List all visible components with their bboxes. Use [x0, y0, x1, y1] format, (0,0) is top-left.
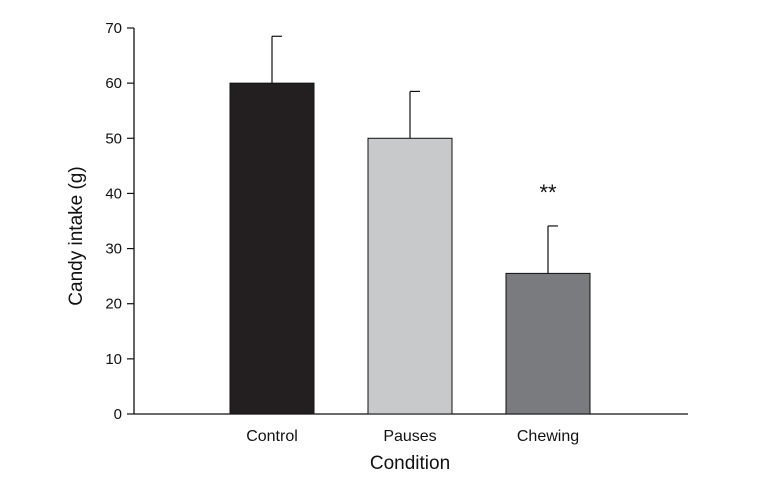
- axes-group: 0 10 20 30 40 50 60 70: [105, 20, 688, 423]
- bar-chewing: [505, 272, 591, 415]
- y-axis-title: Candy intake (g): [66, 166, 87, 305]
- bars-group: [229, 82, 591, 415]
- significance-annotation: **: [539, 180, 557, 205]
- x-axis-title: Condition: [370, 453, 450, 474]
- y-tick-label: 0: [114, 406, 122, 423]
- y-tick-label: 10: [105, 351, 122, 368]
- y-tick-label: 50: [105, 130, 122, 147]
- y-tick-label: 60: [105, 75, 122, 92]
- x-tick-label: Pauses: [383, 428, 436, 445]
- y-tick-label: 30: [105, 241, 122, 258]
- y-tick-label: 40: [105, 185, 122, 202]
- x-tick-label: Chewing: [517, 428, 579, 445]
- labels-group: Control Pauses Chewing **: [246, 180, 579, 445]
- error-bars-group: [271, 35, 558, 274]
- y-tick-label: 70: [105, 20, 122, 37]
- y-tick-label: 20: [105, 296, 122, 313]
- bar-pauses: [367, 137, 453, 415]
- bar-control: [229, 82, 315, 415]
- x-tick-label: Control: [246, 428, 298, 445]
